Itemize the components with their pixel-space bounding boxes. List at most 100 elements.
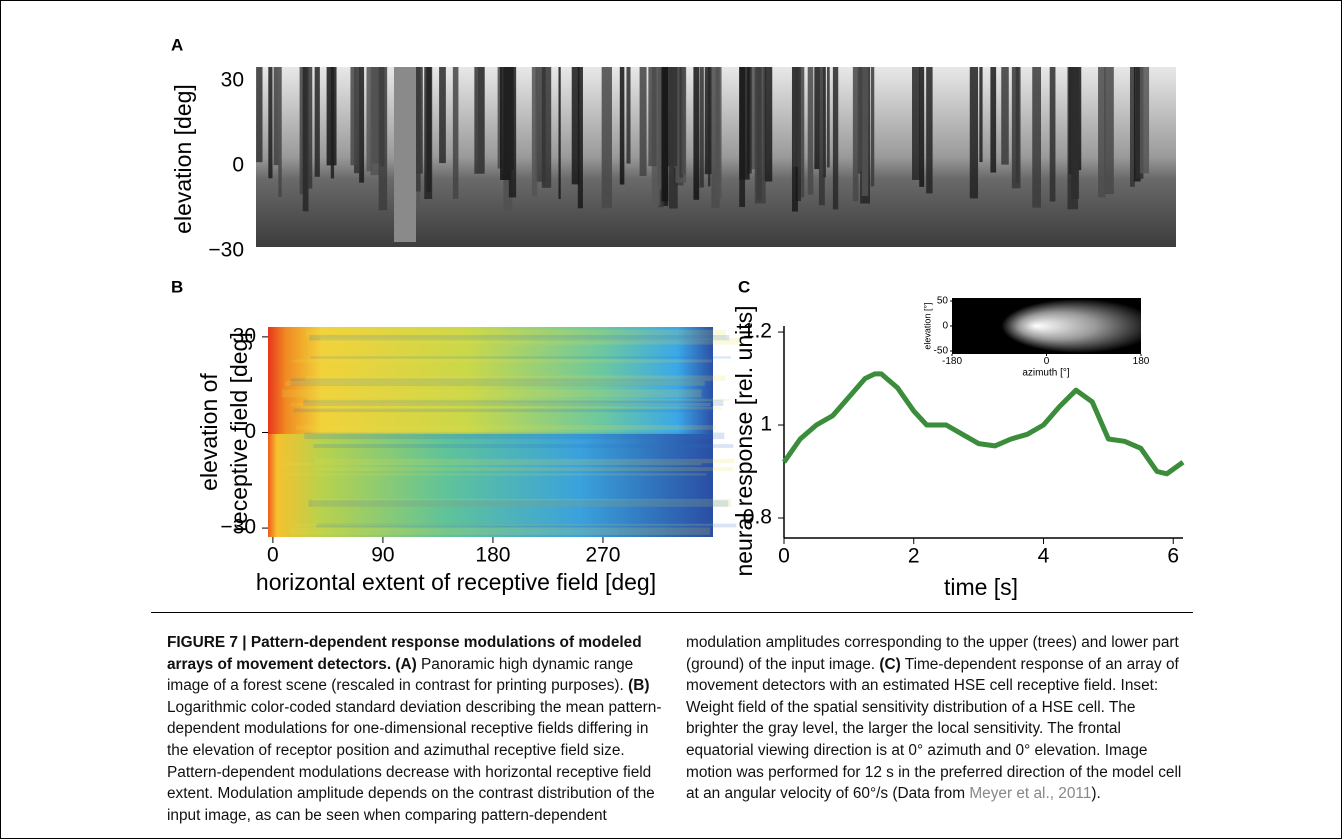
heatmap-stripe <box>312 467 733 471</box>
tree <box>350 67 357 166</box>
y-axis-label: elevation [deg] <box>170 84 196 234</box>
tree <box>926 67 933 194</box>
tree <box>577 67 583 209</box>
tree <box>681 67 686 175</box>
x-tick-label: 0 <box>1044 356 1050 367</box>
heatmap-stripe <box>290 402 711 407</box>
heatmap-stripe <box>292 359 713 363</box>
tree <box>601 67 612 209</box>
tree <box>354 67 361 174</box>
heatmap-stripe <box>305 375 726 381</box>
tree <box>497 67 502 169</box>
tree <box>858 67 863 171</box>
tree <box>1129 67 1135 187</box>
tree <box>278 67 282 197</box>
tree <box>541 67 552 188</box>
tree <box>424 67 433 199</box>
y-tick-label: 0 <box>232 154 244 177</box>
heatmap-stripe <box>286 473 707 476</box>
tree <box>452 67 459 199</box>
tree <box>359 67 365 183</box>
tree <box>765 67 773 182</box>
heatmap-stripe <box>293 523 714 526</box>
tree <box>411 67 421 192</box>
tree <box>273 67 279 166</box>
tree <box>1098 67 1106 198</box>
tree <box>1070 67 1080 199</box>
caption-title: FIGURE 7 | Pattern-dependent response mo… <box>167 634 642 673</box>
tree <box>832 67 839 210</box>
heatmap-stripe <box>290 527 711 535</box>
x-axis-label: horizontal extent of receptive field [de… <box>256 569 656 595</box>
tree <box>299 67 306 195</box>
tree <box>861 67 869 196</box>
heatmap-stripe <box>284 380 705 386</box>
y-tick-label: -50 <box>934 346 949 357</box>
tree <box>500 67 511 180</box>
tree <box>1001 67 1009 165</box>
panorama <box>256 67 1176 247</box>
tree <box>531 67 538 197</box>
panel-label: B <box>171 277 183 296</box>
heatmap-stripe <box>290 378 711 386</box>
inset-y-label: elevation [°] <box>922 302 932 349</box>
heatmap-stripe <box>305 329 726 338</box>
x-tick-label: 6 <box>1167 545 1179 568</box>
tree <box>693 67 700 200</box>
heatmap-stripe <box>311 498 732 507</box>
y-axis-label: elevation of <box>196 373 222 491</box>
tree <box>792 67 801 167</box>
heatmap-stripe <box>301 406 722 410</box>
tree <box>979 67 983 163</box>
tree <box>302 67 308 211</box>
heatmap-stripe <box>320 337 741 345</box>
panel-label: C <box>738 277 750 296</box>
caption-text: Logarithmic color-coded standard deviati… <box>167 634 1179 824</box>
heatmap-stripe <box>314 458 735 464</box>
tree <box>661 67 669 202</box>
tree <box>826 67 830 168</box>
x-tick-label: 180 <box>475 544 510 567</box>
x-tick-label: 0 <box>778 545 790 568</box>
tree <box>870 67 875 187</box>
tree <box>818 67 825 206</box>
caption: FIGURE 7 | Pattern-dependent response mo… <box>167 632 1185 826</box>
tree <box>256 67 263 163</box>
y-tick-label: −30 <box>220 516 256 539</box>
x-tick-label: 180 <box>1133 356 1150 367</box>
panel-label: A <box>171 35 183 54</box>
heatmap-lower <box>268 434 713 537</box>
tree <box>558 67 561 200</box>
x-tick-label: 270 <box>585 544 620 567</box>
y-tick-label: 30 <box>233 324 256 347</box>
tree <box>394 67 416 242</box>
y-tick-label: 1 <box>760 413 772 436</box>
tree <box>439 67 446 164</box>
heatmap-stripe <box>310 356 731 359</box>
heatmap-stripe <box>293 408 714 413</box>
x-tick-label: -180 <box>942 356 962 367</box>
tree <box>366 67 373 172</box>
heatmap-upper <box>268 327 713 434</box>
y-tick-label: 30 <box>221 69 244 92</box>
tree <box>372 67 381 164</box>
inset-weight-field <box>986 299 1141 353</box>
tree <box>969 67 979 199</box>
tree <box>1135 67 1144 179</box>
heatmap <box>268 327 741 537</box>
caption-text: Time-dependent response of an array of m… <box>686 655 1182 803</box>
tree <box>807 67 814 195</box>
heatmap-stripe <box>316 523 737 528</box>
tree <box>330 67 335 179</box>
tree <box>708 67 711 187</box>
citation-link[interactable]: Meyer et al., 2011 <box>969 785 1092 803</box>
heatmap-stripe <box>308 398 729 402</box>
y-tick-label: 0 <box>942 321 948 332</box>
heatmap-stripe <box>309 335 730 341</box>
tree <box>626 67 631 164</box>
heatmap-stripe <box>308 500 729 507</box>
tree <box>699 67 704 188</box>
x-axis-label: time [s] <box>944 574 1018 600</box>
heatmap-stripe <box>281 389 702 398</box>
